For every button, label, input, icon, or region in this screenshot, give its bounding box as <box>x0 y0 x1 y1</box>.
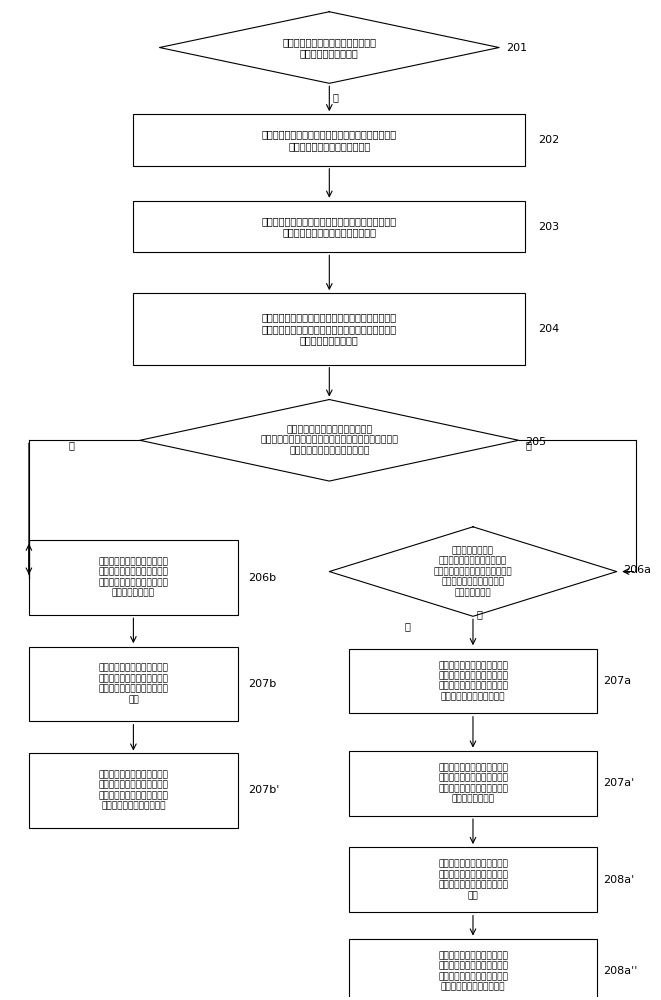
Text: 208a': 208a' <box>603 875 635 885</box>
Text: 若匹配成功，则将所述外部渠
道中目标实体对象信息与数据
平台中相应实体对象信息进行
绑定: 若匹配成功，则将所述外部渠 道中目标实体对象信息与数据 平台中相应实体对象信息进… <box>98 664 169 704</box>
Text: 204: 204 <box>538 324 559 334</box>
Text: 基于所述目标实体对象信息所处的地址信息，更新所
述目标实体对象信息的属性标识: 基于所述目标实体对象信息所处的地址信息，更新所 述目标实体对象信息的属性标识 <box>262 129 397 151</box>
FancyBboxPatch shape <box>134 293 525 365</box>
FancyBboxPatch shape <box>349 649 597 713</box>
Text: 是: 是 <box>476 609 482 619</box>
Text: 是: 是 <box>525 440 531 450</box>
FancyBboxPatch shape <box>349 939 597 1000</box>
Text: 206b: 206b <box>248 573 276 583</box>
Text: 基于实体对象信息所处的地址
信息，对所述目标实体对象信
息与数据平台中已创建的实体
对象信息进行匹配: 基于实体对象信息所处的地址 信息，对所述目标实体对象信 息与数据平台中已创建的实… <box>438 763 508 803</box>
Text: 是: 是 <box>332 92 338 102</box>
Text: 208a'': 208a'' <box>603 966 638 976</box>
Text: 判定匹配失败，基于所述目标
实体对象信息所处的地址信息
，在数据平台中创建添加区域
标签后的目标实体对象信息: 判定匹配失败，基于所述目标 实体对象信息所处的地址信息 ，在数据平台中创建添加区… <box>438 661 508 701</box>
Text: 基于实体对象信息所处的地址
信息，对所述目标实体对象信
息与数据平台中已创建的实体
对象信息进行匹配: 基于实体对象信息所处的地址 信息，对所述目标实体对象信 息与数据平台中已创建的实… <box>98 557 169 598</box>
FancyBboxPatch shape <box>349 847 597 912</box>
Text: 若匹配失败，则基于所述目标
实体对象信息所处的地址信息
，在数据平台中创建添加区域
标签后的目标实体对象信息: 若匹配失败，则基于所述目标 实体对象信息所处的地址信息 ，在数据平台中创建添加区… <box>98 770 169 810</box>
Text: 207a: 207a <box>603 676 632 686</box>
Text: 通过解析所述数据平台中相同属性
标识的实体对象信息，判断所述相同属性标识的实体对
象信息是否绑定有外部渠道标识: 通过解析所述数据平台中相同属性 标识的实体对象信息，判断所述相同属性标识的实体对… <box>260 425 399 455</box>
FancyBboxPatch shape <box>29 647 238 721</box>
Text: 否: 否 <box>405 621 410 631</box>
FancyBboxPatch shape <box>134 114 525 166</box>
Text: 202: 202 <box>538 135 559 145</box>
FancyBboxPatch shape <box>134 201 525 252</box>
Text: 207b': 207b' <box>248 785 279 795</box>
FancyBboxPatch shape <box>349 751 597 816</box>
Text: 201: 201 <box>506 43 527 53</box>
Text: 203: 203 <box>538 222 559 232</box>
Text: 206a: 206a <box>623 565 651 575</box>
Text: 判断所述目标实体
对象信息所绑定的外部渠道标
识与数据平台中相同属性标识的实
体对象信息所绑定的外部渠
道标识是否相同: 判断所述目标实体 对象信息所绑定的外部渠道标 识与数据平台中相同属性标识的实 体… <box>434 546 512 597</box>
Text: 207a': 207a' <box>603 778 635 788</box>
Text: 207b: 207b <box>248 679 276 689</box>
Text: 响应于外部渠道中实体对象信息的绑定指令，获取待
绑定至数据平台的目标实体对象信息: 响应于外部渠道中实体对象信息的绑定指令，获取待 绑定至数据平台的目标实体对象信息 <box>262 216 397 237</box>
Text: 检测所述外部渠道中实体对象信息中
是否存在相同属性标识: 检测所述外部渠道中实体对象信息中 是否存在相同属性标识 <box>282 37 376 58</box>
FancyBboxPatch shape <box>29 540 238 615</box>
Text: 否: 否 <box>68 440 74 450</box>
Text: 若匹配失败，则基于所述目标
实体对象信息所处的地址信息
，在数据平台中创建添加区域
标签后的目标实体对象信息: 若匹配失败，则基于所述目标 实体对象信息所处的地址信息 ，在数据平台中创建添加区… <box>438 951 508 991</box>
FancyBboxPatch shape <box>29 753 238 828</box>
Text: 205: 205 <box>525 437 547 447</box>
Text: 以所述目标实体对象信息的属性标识作为关联依据，
从数据平台中已创建的实体对象信息中筛选出相同属
性标识的实体对象信息: 以所述目标实体对象信息的属性标识作为关联依据， 从数据平台中已创建的实体对象信息… <box>262 312 397 346</box>
Text: 若匹配成功，则将所述外部渠
道中目标实体对象信息与数据
平台中相应实体对象信息进行
绑定: 若匹配成功，则将所述外部渠 道中目标实体对象信息与数据 平台中相应实体对象信息进… <box>438 860 508 900</box>
